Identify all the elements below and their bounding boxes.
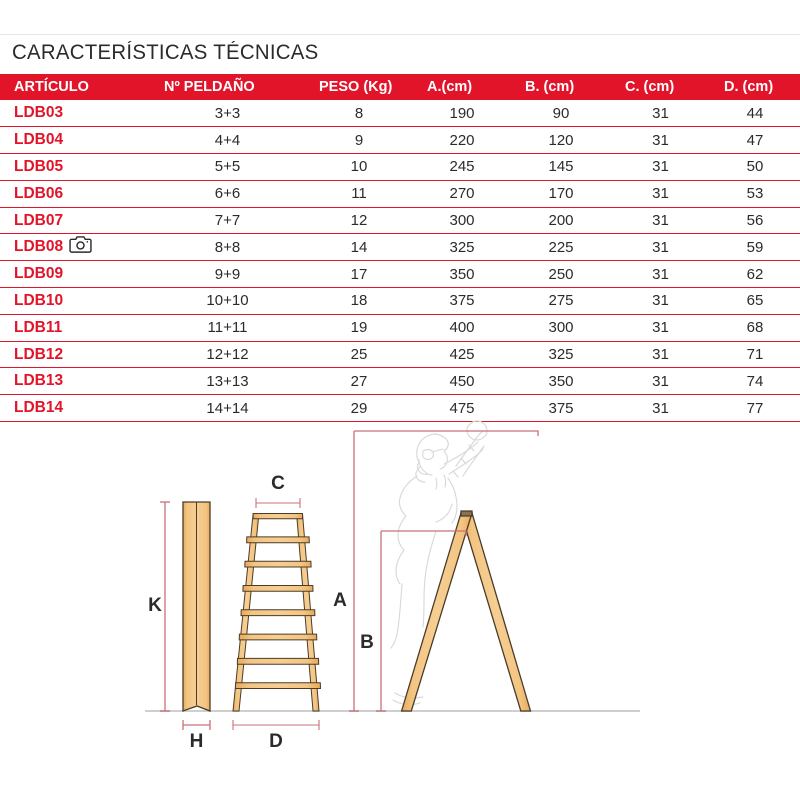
svg-text:K: K: [148, 595, 162, 616]
svg-text:H: H: [190, 731, 204, 752]
svg-text:A: A: [333, 590, 347, 611]
svg-text:C: C: [271, 473, 285, 494]
svg-text:B: B: [360, 632, 374, 653]
svg-text:D: D: [269, 731, 283, 752]
